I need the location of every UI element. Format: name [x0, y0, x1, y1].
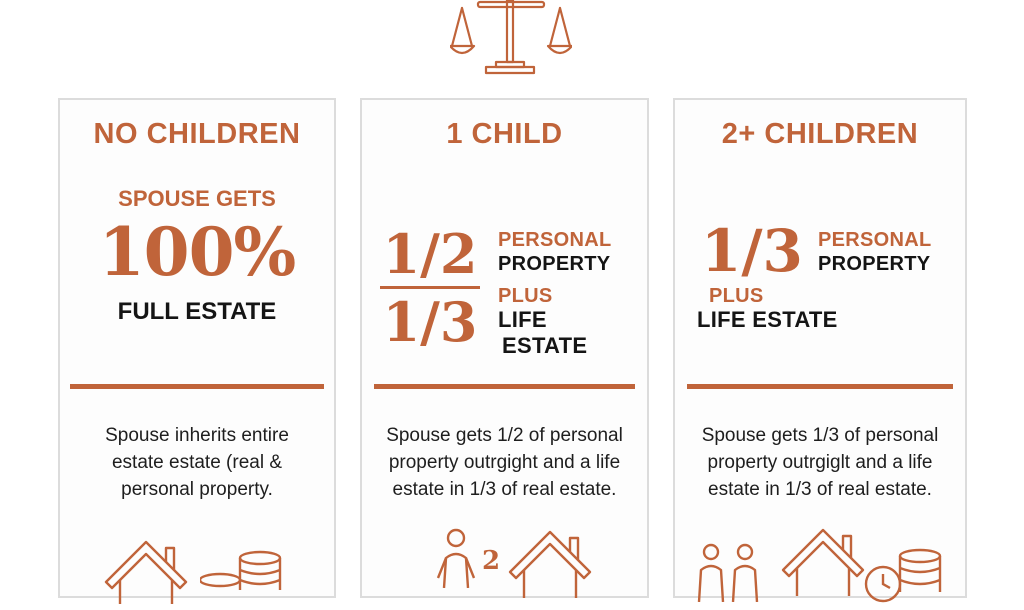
house-icon [508, 530, 592, 598]
icon-row [675, 520, 965, 603]
two-people-icon [697, 543, 759, 602]
divider [70, 384, 324, 389]
description-line: property outrgight and a life [388, 452, 621, 473]
divider [687, 384, 953, 389]
share-percentage: 100% [98, 213, 296, 291]
divider [374, 384, 635, 389]
personal-label: PERSONAL [818, 229, 932, 251]
card-no-children: NO CHILDREN SPOUSE GETS 100% FULL ESTATE… [58, 98, 336, 604]
life-estate-label: LIFE ESTATE [697, 307, 838, 332]
person-icon [436, 528, 476, 588]
description-line: Spouse gets 1/3 of personal [701, 425, 939, 446]
description-line: personal property. [121, 479, 273, 500]
personal-label: PERSONAL [498, 229, 612, 251]
description-line: estate in 1/3 of real estate. [708, 479, 932, 500]
description: Spouse inherits entire estate estate (re… [60, 422, 334, 503]
full-estate-label: FULL ESTATE [117, 298, 277, 325]
spouse-gets-label: SPOUSE GETS [118, 186, 276, 211]
plus-label: PLUS [709, 285, 764, 307]
fraction-bar [380, 286, 480, 289]
card-two-plus-children: 2+ CHILDREN 1/3 PERSONAL PROPERTY PLUS L… [673, 98, 967, 603]
icon-row [60, 520, 334, 604]
description: Spouse gets 1/3 of personal property out… [675, 422, 965, 503]
fraction-top: 1/2 [382, 222, 478, 286]
description: Spouse gets 1/2 of personal property out… [362, 422, 647, 503]
estate-label: ESTATE [502, 333, 588, 358]
description-line: Spouse gets 1/2 of personal [386, 425, 623, 446]
life-label: LIFE [498, 307, 547, 332]
scales-of-justice-icon [450, 0, 572, 75]
icon-row: 2 [362, 520, 647, 600]
description-line: Spouse inherits entire [105, 425, 289, 446]
house-icon [104, 540, 188, 604]
plus-label: PLUS [498, 285, 553, 307]
card-title: 1 CHILD [446, 118, 563, 150]
coins-icon [200, 550, 282, 590]
card-title: 2+ CHILDREN [721, 118, 919, 150]
description-line: property outrgiglt and a life [707, 452, 933, 473]
fraction-bottom: 1/3 [382, 290, 478, 354]
coins-icon [898, 548, 942, 592]
description-line: estate in 1/3 of real estate. [392, 479, 617, 500]
property-label: PROPERTY [498, 253, 611, 275]
card-one-child: 1 CHILD 1/2 1/3 PERSONAL PROPERTY PLUS L… [360, 98, 649, 598]
property-label: PROPERTY [818, 253, 931, 275]
child-count-badge: 2 [482, 546, 501, 576]
card-title: NO CHILDREN [93, 118, 301, 150]
share-fraction: 1/3 [701, 217, 803, 285]
description-line: estate estate (real & [111, 452, 283, 473]
